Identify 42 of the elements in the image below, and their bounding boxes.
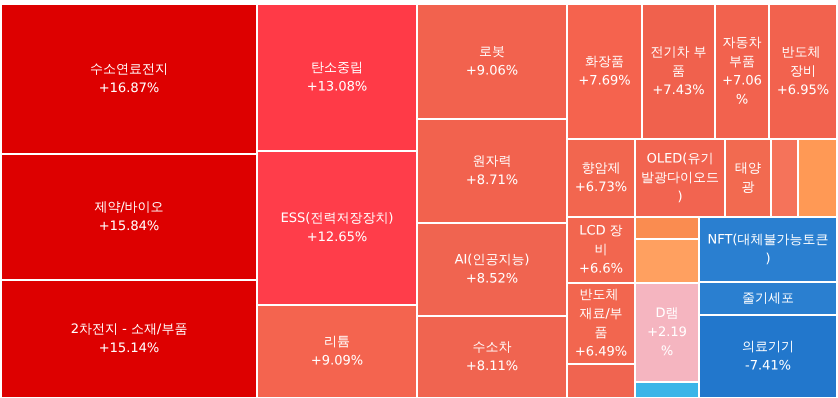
data-label: +6.95% — [776, 82, 830, 98]
data-label: +15.84% — [98, 218, 160, 234]
category-label: ESS(전력저장장치) — [280, 210, 394, 226]
category-label: 반도체 재료/부품 — [579, 287, 623, 340]
category-label: LCD 장비 — [579, 223, 623, 258]
category-label: 수소차 — [472, 340, 512, 355]
data-label: +13.08% — [306, 79, 368, 94]
data-label: +7.69% — [578, 73, 631, 88]
data-label: +2.19% — [647, 324, 687, 359]
category-label: 태양광 — [735, 160, 761, 195]
category-label: 원자력 — [472, 154, 512, 169]
data-label: +7.43% — [652, 82, 705, 98]
data-label: -7.41% — [745, 358, 791, 374]
category-label: 탄소중립 — [311, 60, 363, 76]
category-label: 리튬 — [324, 334, 350, 350]
data-label: +15.14% — [98, 340, 160, 356]
data-label: +7.06% — [722, 73, 762, 108]
category-label: NFT(대체불가능토큰) — [708, 232, 828, 266]
data-label: +16.87% — [98, 80, 160, 96]
data-label: +6.73% — [574, 180, 628, 195]
category-label: AI(인공지능) — [454, 252, 530, 268]
data-label: +8.52% — [466, 271, 518, 286]
data-label: +9.06% — [466, 63, 518, 78]
data-label: +6.6% — [579, 261, 623, 276]
data-label: +9.09% — [310, 353, 364, 368]
category-label: D램 — [655, 306, 679, 321]
category-label: 로봇 — [479, 44, 505, 60]
category-label: 향암제 — [582, 160, 620, 176]
data-label: +6.49% — [574, 344, 628, 360]
category-label: 자동차 부품 — [722, 35, 762, 70]
data-label: +12.65% — [306, 230, 368, 245]
category-label: 제약/바이오 — [94, 200, 164, 215]
category-label: 화장품 — [585, 54, 624, 70]
category-label: 2차전지 - 소재/부품 — [70, 322, 188, 337]
data-label: +8.71% — [466, 172, 518, 188]
category-label: 수소연료전지 — [90, 62, 168, 77]
category-label: OLED(유기발광다이오드) — [641, 151, 719, 204]
data-label: +8.11% — [466, 358, 518, 374]
category-label: 전기차 부품 — [650, 44, 707, 79]
category-label: 반도체 장비 — [781, 44, 825, 79]
category-label: 의료기기 — [742, 339, 794, 354]
category-label: 줄기세포 — [742, 290, 794, 306]
